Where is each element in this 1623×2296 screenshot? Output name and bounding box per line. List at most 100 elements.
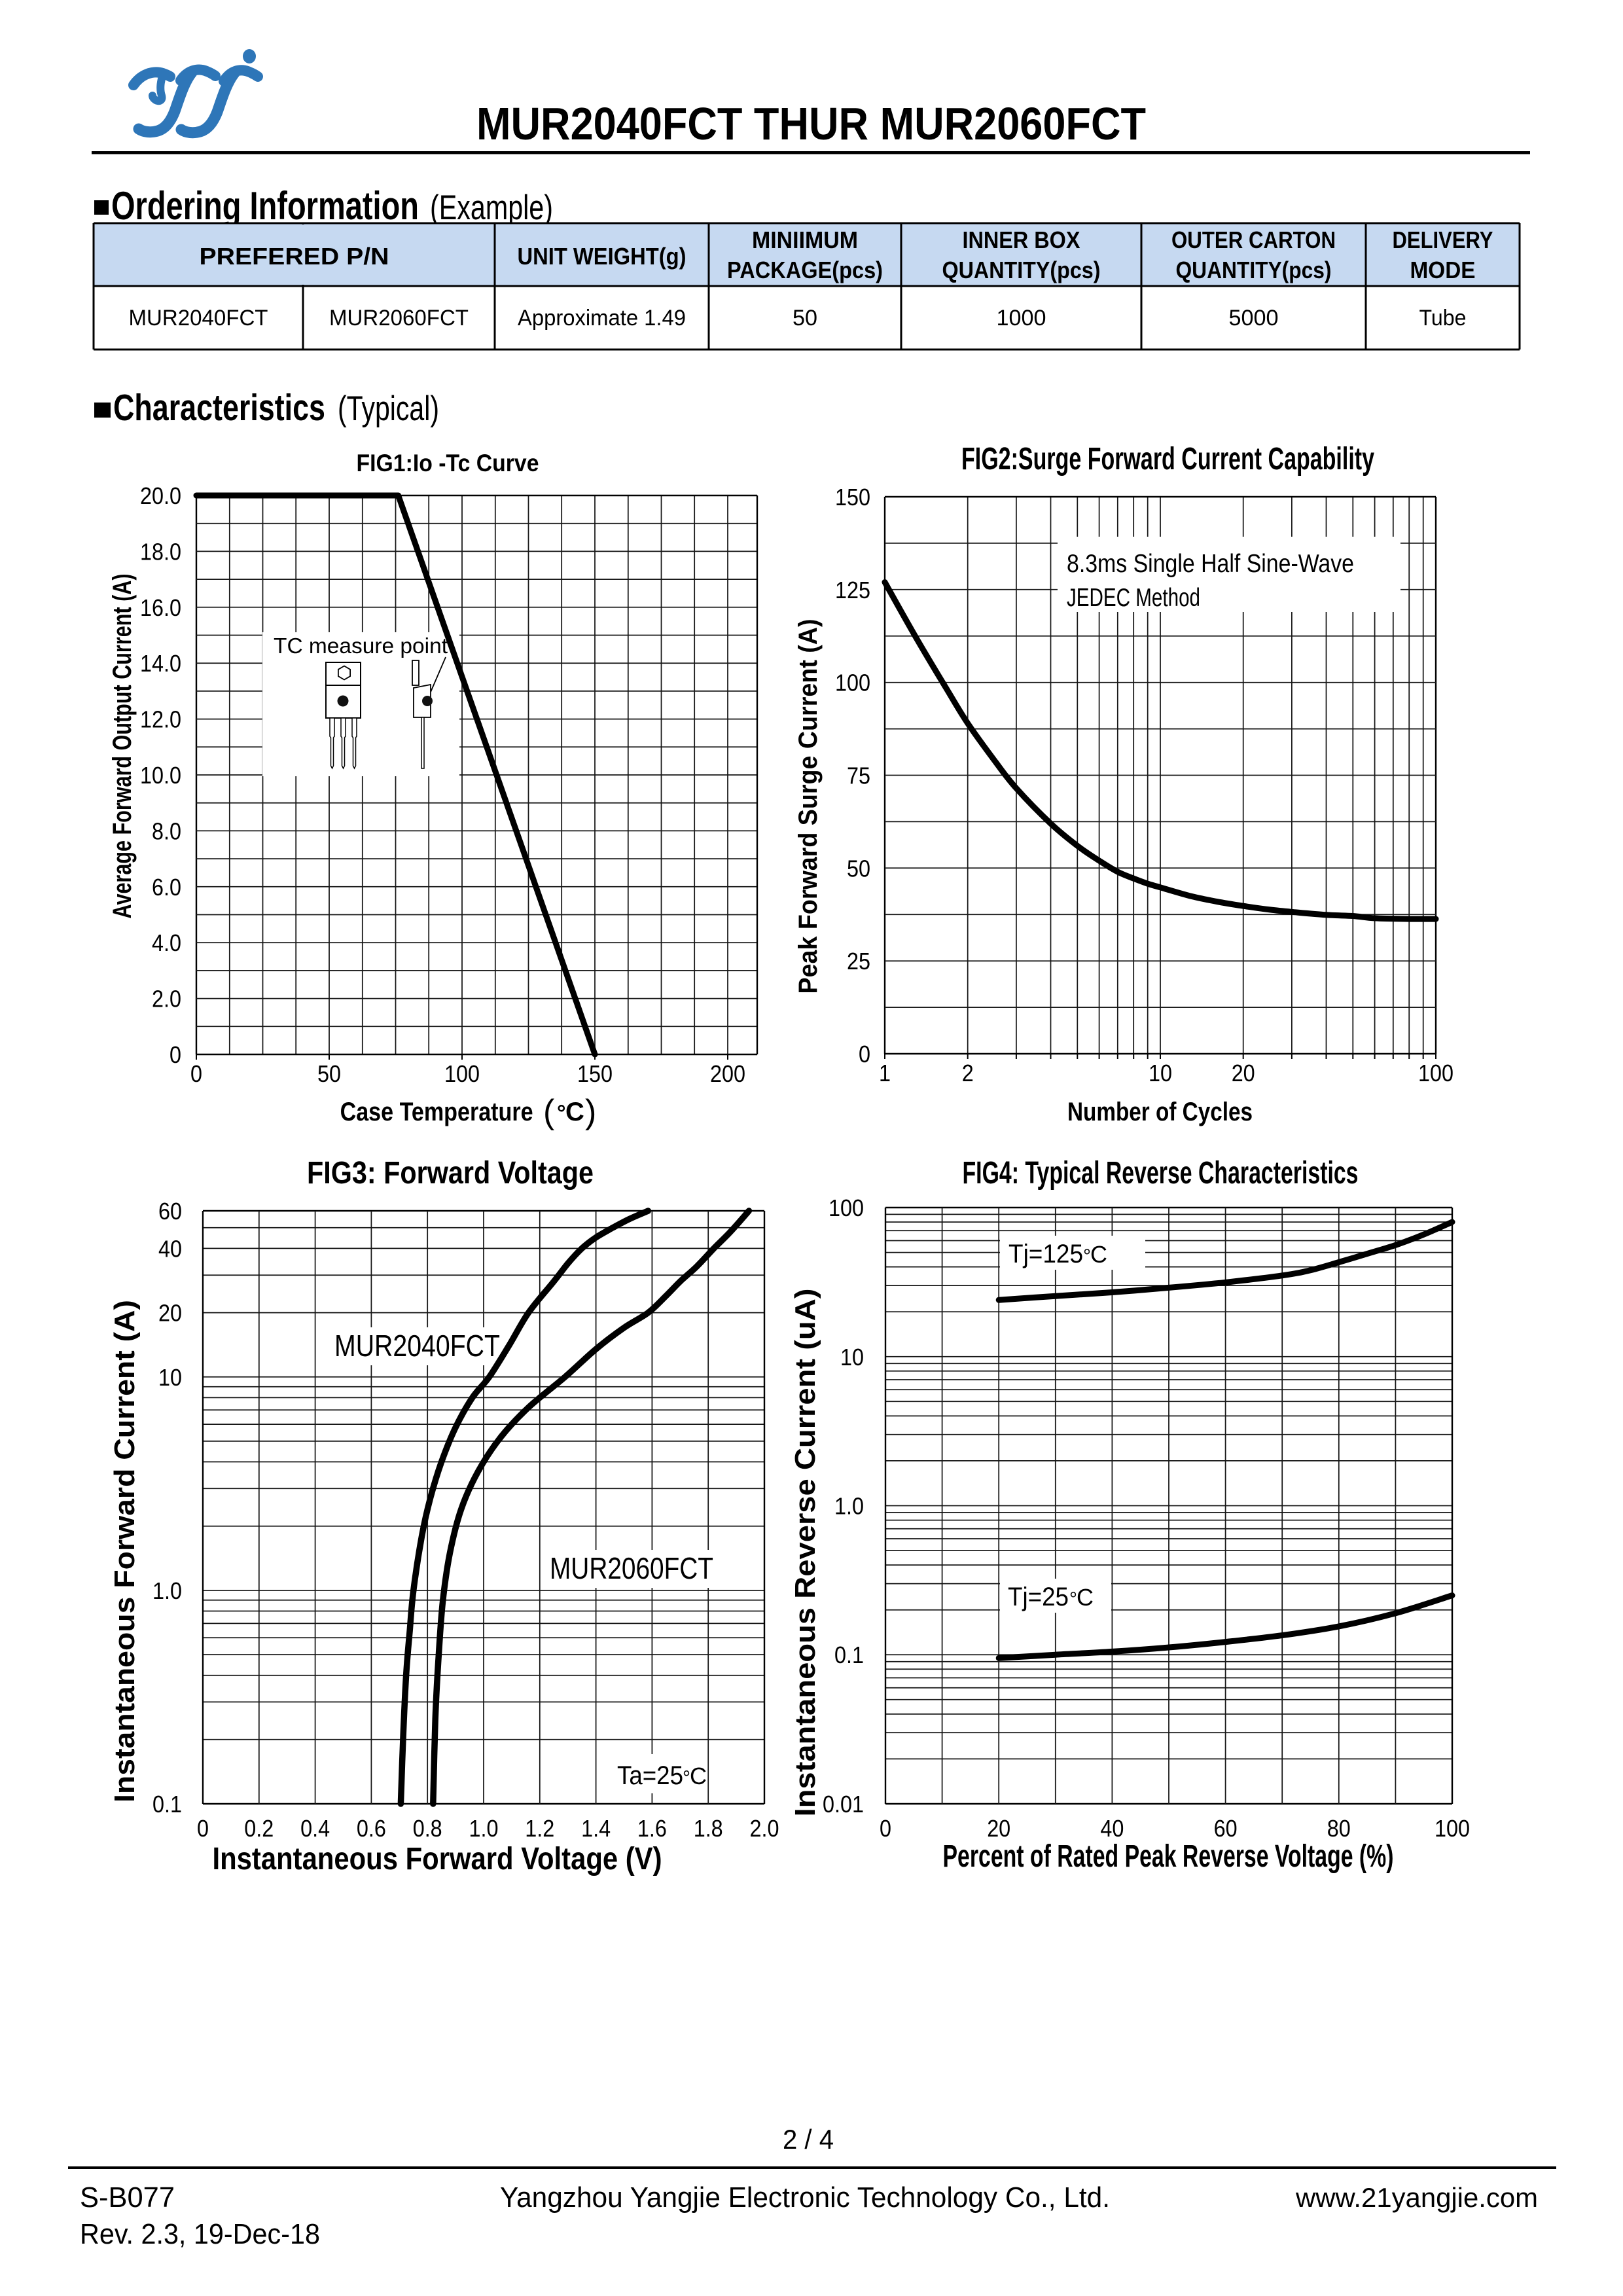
svg-text:MUR2040FCT THUR MUR2060FCT: MUR2040FCT THUR MUR2060FCT bbox=[476, 98, 1146, 149]
svg-text:°: ° bbox=[557, 1101, 566, 1126]
svg-text:Average Forward Output Current: Average Forward Output Current (A) bbox=[108, 574, 137, 919]
svg-text:6.0: 6.0 bbox=[152, 874, 181, 901]
svg-text:150: 150 bbox=[577, 1060, 613, 1087]
svg-text:C: C bbox=[565, 1098, 584, 1126]
svg-text:UNIT WEIGHT(g): UNIT WEIGHT(g) bbox=[518, 243, 687, 270]
svg-text:(Example): (Example) bbox=[430, 188, 553, 227]
svg-text:18.0: 18.0 bbox=[140, 538, 181, 565]
svg-text:8.3ms Single Half Sine-Wave: 8.3ms Single Half Sine-Wave bbox=[1067, 550, 1354, 578]
svg-text:Instantaneous Forward Voltage: Instantaneous Forward Voltage (V) bbox=[213, 1842, 662, 1876]
svg-text:1.8: 1.8 bbox=[694, 1815, 723, 1842]
svg-text:20: 20 bbox=[987, 1815, 1010, 1842]
svg-text:100: 100 bbox=[1435, 1815, 1470, 1842]
svg-text:10.0: 10.0 bbox=[140, 762, 181, 789]
svg-text:20: 20 bbox=[158, 1300, 182, 1327]
svg-text:Instantaneous Forward Current: Instantaneous Forward Current (A) bbox=[109, 1300, 141, 1803]
svg-text:2.0: 2.0 bbox=[750, 1815, 779, 1842]
svg-text:50: 50 bbox=[317, 1060, 341, 1087]
svg-text:S-B077: S-B077 bbox=[80, 2181, 175, 2214]
svg-text:8.0: 8.0 bbox=[152, 817, 181, 844]
svg-text:Ordering Information: Ordering Information bbox=[111, 184, 419, 228]
svg-text:OUTER CARTON: OUTER CARTON bbox=[1171, 226, 1336, 253]
svg-text:°: ° bbox=[1083, 1246, 1091, 1267]
svg-text:50: 50 bbox=[847, 855, 870, 882]
svg-text:www.21yangjie.com: www.21yangjie.com bbox=[1295, 2182, 1538, 2213]
svg-text:100: 100 bbox=[444, 1060, 480, 1087]
svg-text:100: 100 bbox=[835, 670, 870, 696]
svg-text:0.1: 0.1 bbox=[834, 1641, 864, 1668]
svg-text:75: 75 bbox=[847, 762, 870, 789]
svg-text:1.2: 1.2 bbox=[525, 1815, 554, 1842]
svg-text:DELIVERY: DELIVERY bbox=[1393, 226, 1493, 253]
svg-text:PREFERED P/N: PREFERED P/N bbox=[200, 243, 389, 270]
svg-text:JEDEC Method: JEDEC Method bbox=[1067, 584, 1200, 612]
svg-text:Rev. 2.3, 19-Dec-18: Rev. 2.3, 19-Dec-18 bbox=[80, 2218, 320, 2250]
svg-text:1000: 1000 bbox=[997, 306, 1046, 331]
svg-text:FIG3: Forward Voltage: FIG3: Forward Voltage bbox=[307, 1156, 594, 1191]
svg-text:60: 60 bbox=[1214, 1815, 1238, 1842]
svg-text:0: 0 bbox=[169, 1041, 181, 1068]
svg-text:10: 10 bbox=[1149, 1060, 1172, 1086]
svg-text:°: ° bbox=[1069, 1588, 1077, 1610]
svg-text:10: 10 bbox=[158, 1364, 182, 1391]
svg-text:2.0: 2.0 bbox=[152, 986, 181, 1013]
svg-text:MUR2040FCT: MUR2040FCT bbox=[129, 306, 268, 331]
svg-text:C: C bbox=[1090, 1241, 1107, 1268]
svg-text:FIG4: Typical Reverse Charact: FIG4: Typical Reverse Characteristics bbox=[963, 1156, 1359, 1191]
svg-text:MINIIMUM: MINIIMUM bbox=[752, 226, 858, 253]
svg-text:Approximate 1.49: Approximate 1.49 bbox=[518, 306, 686, 331]
svg-text:200: 200 bbox=[710, 1060, 745, 1087]
svg-text:100: 100 bbox=[1418, 1060, 1454, 1086]
svg-text:MODE: MODE bbox=[1410, 257, 1476, 283]
svg-text:1: 1 bbox=[879, 1060, 891, 1086]
svg-text:FIG1:Io -Tc Curve: FIG1:Io -Tc Curve bbox=[357, 450, 539, 476]
svg-text:1.0: 1.0 bbox=[469, 1815, 499, 1842]
svg-text:TC measure point: TC measure point bbox=[274, 634, 448, 658]
svg-text:Number of Cycles: Number of Cycles bbox=[1067, 1098, 1253, 1126]
svg-text:10: 10 bbox=[840, 1344, 864, 1371]
svg-text:Tj=125: Tj=125 bbox=[1008, 1240, 1083, 1268]
svg-text:40: 40 bbox=[158, 1235, 182, 1262]
svg-text:C: C bbox=[690, 1763, 707, 1789]
svg-text:0: 0 bbox=[197, 1815, 209, 1842]
svg-text:Percent of Rated Peak Reverse: Percent of Rated Peak Reverse Voltage (%… bbox=[943, 1839, 1394, 1874]
svg-text:QUANTITY(pcs): QUANTITY(pcs) bbox=[1176, 257, 1332, 283]
svg-text:0: 0 bbox=[880, 1815, 891, 1842]
svg-text:0: 0 bbox=[859, 1041, 870, 1067]
svg-text:20: 20 bbox=[1232, 1060, 1255, 1086]
svg-text:150: 150 bbox=[835, 484, 870, 511]
svg-text:(: ( bbox=[543, 1093, 555, 1131]
svg-text:(Typical): (Typical) bbox=[338, 389, 439, 428]
svg-text:20.0: 20.0 bbox=[140, 482, 181, 509]
svg-text:Peak Forward Surge Current (A: Peak Forward Surge Current (A) bbox=[794, 619, 823, 994]
svg-text:16.0: 16.0 bbox=[140, 594, 181, 621]
svg-text:0.01: 0.01 bbox=[823, 1791, 864, 1818]
svg-text:Tube: Tube bbox=[1419, 306, 1467, 331]
svg-text:Yangzhou Yangjie Electronic Te: Yangzhou Yangjie Electronic Technology C… bbox=[500, 2181, 1110, 2214]
svg-text:QUANTITY(pcs): QUANTITY(pcs) bbox=[942, 257, 1101, 283]
svg-text:2 / 4: 2 / 4 bbox=[783, 2124, 834, 2155]
svg-text:100: 100 bbox=[829, 1194, 864, 1221]
svg-text:0.2: 0.2 bbox=[244, 1815, 274, 1842]
svg-text:0: 0 bbox=[190, 1060, 202, 1087]
svg-text:4.0: 4.0 bbox=[152, 929, 181, 956]
svg-text:C: C bbox=[1077, 1584, 1094, 1611]
svg-text:Tj=25: Tj=25 bbox=[1008, 1583, 1069, 1611]
svg-text:50: 50 bbox=[793, 306, 817, 331]
svg-text:1.0: 1.0 bbox=[152, 1577, 182, 1604]
svg-text:80: 80 bbox=[1327, 1815, 1351, 1842]
svg-text:40: 40 bbox=[1100, 1815, 1124, 1842]
svg-text:MUR2040FCT: MUR2040FCT bbox=[334, 1329, 500, 1363]
svg-text:INNER BOX: INNER BOX bbox=[963, 226, 1080, 253]
svg-text:0.1: 0.1 bbox=[152, 1791, 182, 1818]
svg-text:Case Temperature: Case Temperature bbox=[340, 1098, 533, 1126]
svg-text:14.0: 14.0 bbox=[140, 650, 181, 677]
svg-text:25: 25 bbox=[847, 948, 870, 975]
svg-text:0.4: 0.4 bbox=[300, 1815, 330, 1842]
svg-text:1.0: 1.0 bbox=[834, 1493, 864, 1520]
svg-text:125: 125 bbox=[835, 577, 870, 603]
svg-text:0.6: 0.6 bbox=[357, 1815, 386, 1842]
svg-text:): ) bbox=[585, 1093, 596, 1131]
svg-text:Characteristics: Characteristics bbox=[113, 387, 325, 429]
svg-text:2: 2 bbox=[962, 1060, 974, 1086]
